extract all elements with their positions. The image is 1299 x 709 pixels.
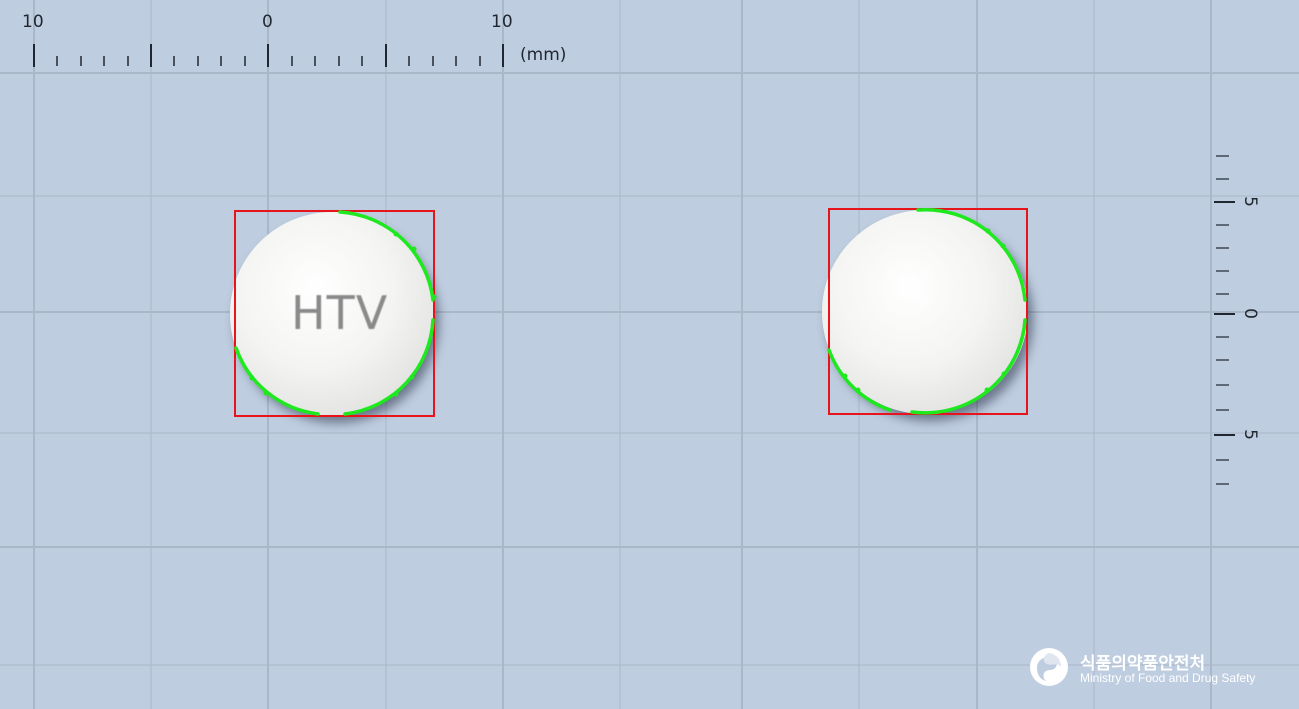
logo-korean-text: 식품의약품안전처 bbox=[1080, 654, 1206, 674]
logo-english-text: Ministry of Food and Drug Safety bbox=[1080, 671, 1256, 685]
side-ruler-label-top: 5 bbox=[1239, 196, 1260, 207]
side-ruler-label-bottom: 5 bbox=[1239, 429, 1260, 440]
mfds-emblem-icon bbox=[1030, 648, 1068, 686]
top-ruler-label-center: 0 bbox=[262, 12, 273, 32]
pill-back-bounding-box bbox=[828, 208, 1028, 415]
top-ruler-unit: (mm) bbox=[520, 45, 567, 65]
side-ruler-ticks bbox=[1214, 155, 1235, 485]
side-ruler-label-center: 0 bbox=[1239, 308, 1260, 319]
pill-front-bounding-box bbox=[234, 210, 435, 417]
top-ruler-label-left: 10 bbox=[22, 12, 44, 32]
top-ruler-label-right: 10 bbox=[491, 12, 513, 32]
top-ruler-ticks bbox=[33, 44, 504, 67]
